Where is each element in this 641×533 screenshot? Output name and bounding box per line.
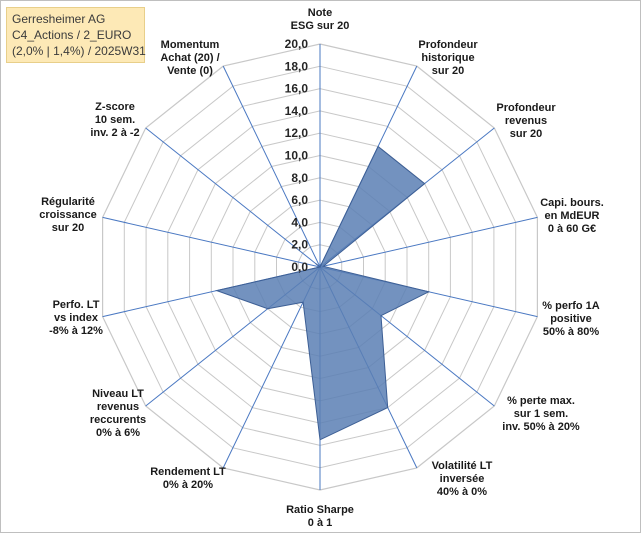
axis-label-12-line-0: Z-score bbox=[95, 101, 135, 113]
axis-label-10-line-1: vs index bbox=[54, 312, 99, 324]
axis-label-10-line-0: Perfo. LT bbox=[53, 299, 100, 311]
axis-label-12-line-1: 10 sem. bbox=[95, 114, 135, 126]
legend-line-company: Gerresheimer AG bbox=[12, 12, 106, 26]
axis-label-4: % perfo 1A positive 50% à 80% bbox=[542, 300, 600, 338]
axis-label-13-line-1: Achat (20) / bbox=[160, 52, 219, 64]
axis-label-9-line-1: revenus bbox=[97, 401, 139, 413]
axis-label-3: Capi. bours. en MdEUR 0 à 60 G€ bbox=[540, 197, 604, 235]
tick-label-3: 6,0 bbox=[291, 193, 308, 207]
legend-line-period: (2,0% | 1,4%) / 2025W31 bbox=[12, 44, 146, 58]
axis-label-6: Volatilité LT inversée 40% à 0% bbox=[432, 460, 493, 498]
axis-label-13-line-0: Momentum bbox=[161, 39, 220, 51]
axis-label-2-line-0: Profondeur bbox=[496, 102, 556, 114]
axis-label-1-line-0: Profondeur bbox=[418, 39, 478, 51]
axis-label-3-line-1: en MdEUR bbox=[545, 210, 600, 222]
axis-label-9-line-2: reccurents bbox=[90, 414, 146, 426]
axis-label-4-line-1: positive bbox=[550, 313, 592, 325]
spoke-12 bbox=[145, 127, 321, 268]
axis-label-9-line-3: 0% à 6% bbox=[96, 427, 140, 439]
tick-label-9: 18,0 bbox=[285, 59, 309, 73]
axis-label-7: Ratio Sharpe 0 à 1 bbox=[286, 504, 354, 529]
legend-line-category: C4_Actions / 2_EURO bbox=[12, 28, 132, 42]
axis-label-8: Rendement LT 0% à 20% bbox=[150, 466, 226, 491]
axis-label-9: Niveau LT revenus reccurents 0% à 6% bbox=[90, 388, 146, 439]
axis-label-11-line-0: Régularité bbox=[41, 196, 95, 208]
series-area bbox=[214, 145, 431, 441]
axis-label-2-line-2: sur 20 bbox=[510, 128, 542, 140]
axis-label-10: Perfo. LT vs index -8% à 12% bbox=[49, 299, 103, 337]
spoke-3 bbox=[319, 216, 538, 268]
tick-label-4: 8,0 bbox=[291, 171, 308, 185]
axis-label-2-line-1: revenus bbox=[505, 115, 547, 127]
axis-label-7-line-0: Ratio Sharpe bbox=[286, 504, 354, 516]
axis-label-0-line-0: Note bbox=[308, 7, 332, 19]
spoke-11 bbox=[102, 216, 321, 268]
axis-label-8-line-0: Rendement LT bbox=[150, 466, 226, 478]
axis-label-5-line-0: % perte max. bbox=[507, 395, 575, 407]
radar-series bbox=[214, 145, 431, 441]
axis-label-12-line-2: inv. 2 à -2 bbox=[90, 127, 139, 139]
axis-label-3-line-2: 0 à 60 G€ bbox=[548, 223, 596, 235]
axis-label-11: Régularité croissance sur 20 bbox=[39, 196, 96, 234]
axis-label-8-line-1: 0% à 20% bbox=[163, 479, 213, 491]
axis-label-13: Momentum Achat (20) / Vente (0) bbox=[160, 39, 219, 77]
axis-label-1-line-1: historique bbox=[421, 52, 474, 64]
tick-label-0: 0,0 bbox=[291, 260, 308, 274]
tick-label-1: 2,0 bbox=[291, 238, 308, 252]
axis-label-4-line-0: % perfo 1A bbox=[542, 300, 600, 312]
tick-label-2: 4,0 bbox=[291, 215, 308, 229]
axis-label-2: Profondeur revenus sur 20 bbox=[496, 102, 556, 140]
tick-label-7: 14,0 bbox=[285, 104, 309, 118]
spoke-13 bbox=[222, 65, 321, 268]
axis-label-1-line-2: sur 20 bbox=[432, 65, 464, 77]
tick-label-10: 20,0 bbox=[285, 37, 309, 51]
axis-label-12: Z-score 10 sem. inv. 2 à -2 bbox=[90, 101, 139, 139]
axis-label-10-line-2: -8% à 12% bbox=[49, 325, 103, 337]
axis-label-6-line-2: 40% à 0% bbox=[437, 486, 487, 498]
axis-label-7-line-1: 0 à 1 bbox=[308, 517, 332, 529]
axis-label-3-line-0: Capi. bours. bbox=[540, 197, 604, 209]
tick-label-5: 10,0 bbox=[285, 149, 309, 163]
axis-label-11-line-2: sur 20 bbox=[52, 222, 84, 234]
legend-box: Gerresheimer AG C4_Actions / 2_EURO (2,0… bbox=[6, 7, 146, 63]
axis-label-0: Note ESG sur 20 bbox=[291, 7, 350, 32]
tick-label-8: 16,0 bbox=[285, 82, 309, 96]
axis-label-1: Profondeur historique sur 20 bbox=[418, 39, 478, 77]
axis-label-9-line-0: Niveau LT bbox=[92, 388, 144, 400]
tick-label-6: 12,0 bbox=[285, 126, 309, 140]
axis-label-4-line-2: 50% à 80% bbox=[543, 326, 599, 338]
axis-label-5: % perte max. sur 1 sem. inv. 50% à 20% bbox=[502, 395, 580, 433]
axis-label-5-line-2: inv. 50% à 20% bbox=[502, 421, 580, 433]
axis-label-5-line-1: sur 1 sem. bbox=[514, 408, 568, 420]
axis-label-0-line-1: ESG sur 20 bbox=[291, 20, 350, 32]
axis-label-11-line-1: croissance bbox=[39, 209, 96, 221]
axis-label-6-line-1: inversée bbox=[440, 473, 485, 485]
axis-label-13-line-2: Vente (0) bbox=[167, 65, 213, 77]
axis-label-6-line-0: Volatilité LT bbox=[432, 460, 493, 472]
radar-tick-labels: 0,0 2,0 4,0 6,0 8,0 10,0 12,0 14,0 16,0 18,0 20,0 bbox=[285, 37, 309, 274]
